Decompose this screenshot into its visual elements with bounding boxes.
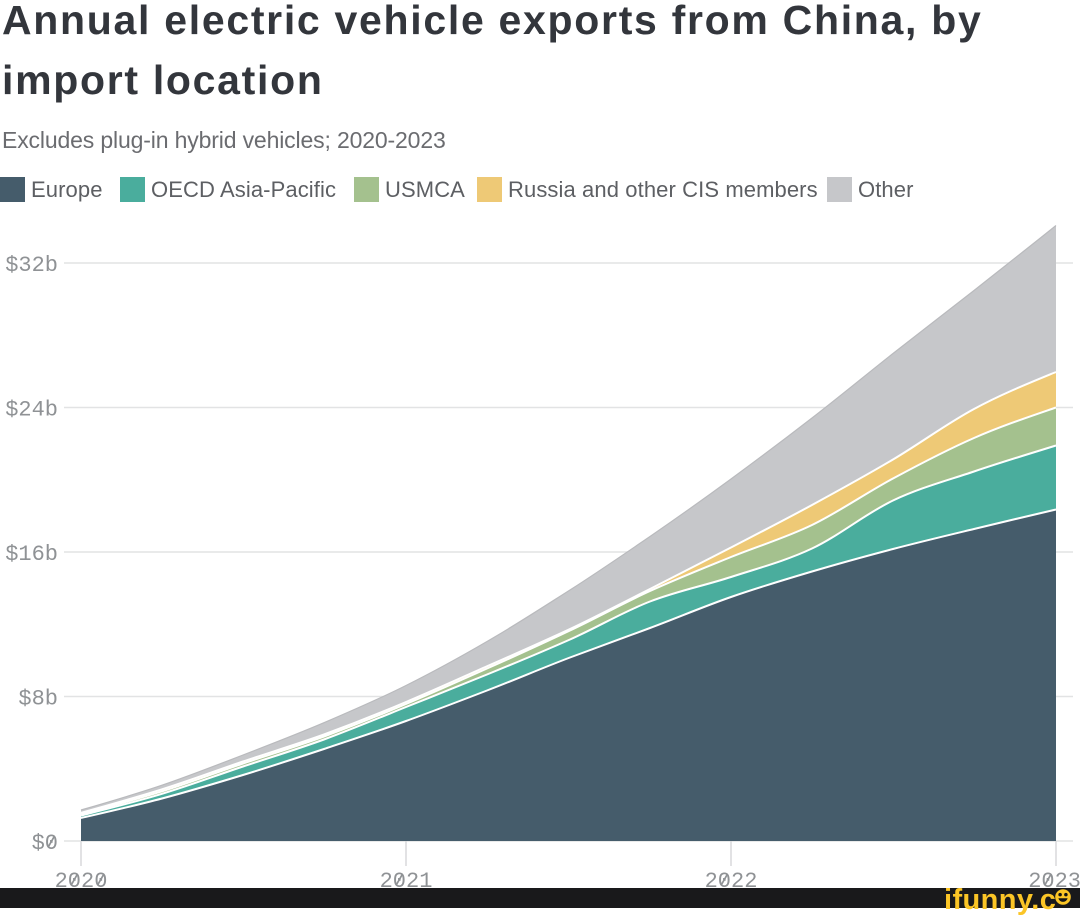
svg-text:$8b: $8b [18, 687, 58, 712]
svg-text:$0: $0 [32, 831, 58, 856]
svg-text:$32b: $32b [5, 253, 58, 278]
svg-text:$24b: $24b [5, 398, 58, 423]
svg-text:$16b: $16b [5, 542, 58, 567]
